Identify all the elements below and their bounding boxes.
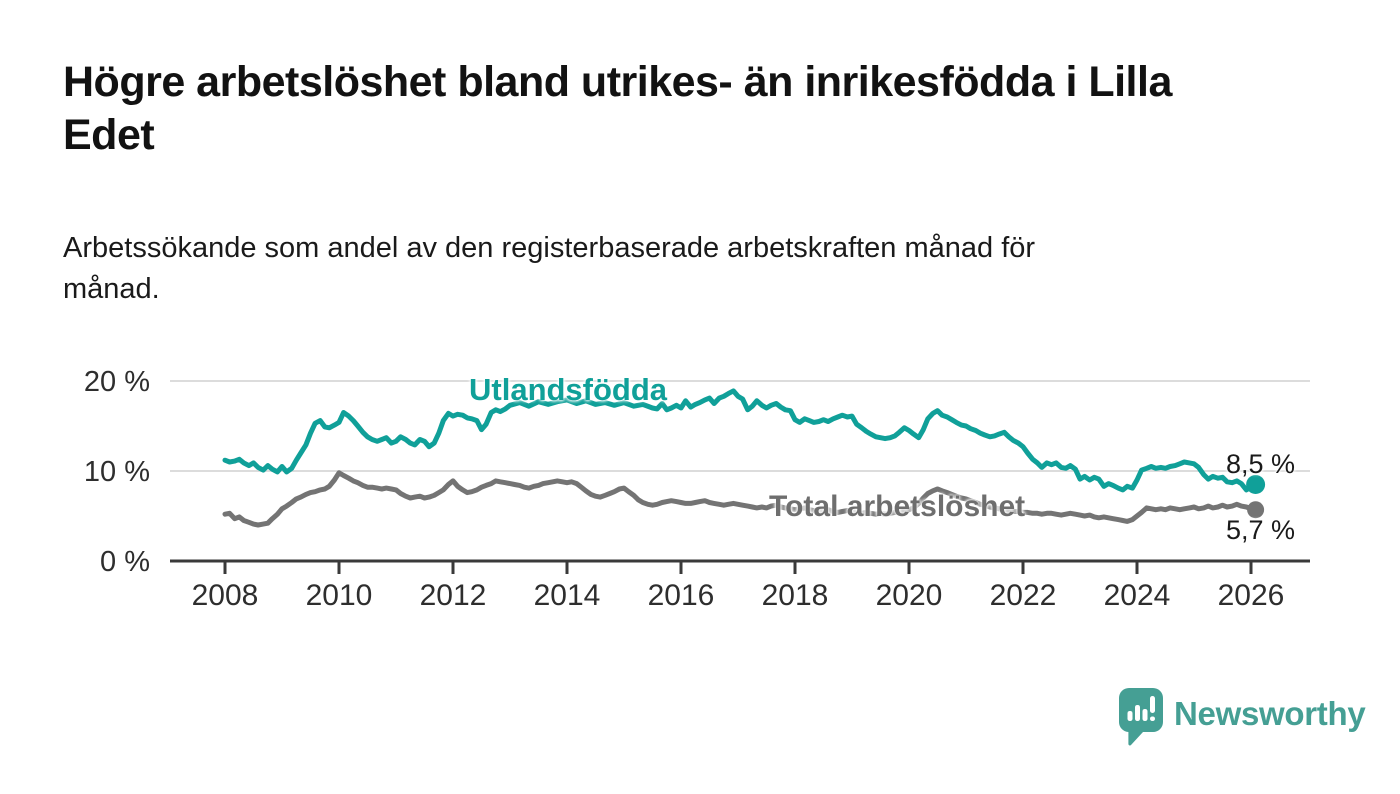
series-end-dot-total-arbetsloshet bbox=[1247, 501, 1265, 519]
x-axis-label-2010: 2010 bbox=[306, 579, 373, 612]
series-line-total-arbetsloshet bbox=[222, 470, 1259, 528]
x-axis-label-2026: 2026 bbox=[1218, 579, 1285, 612]
chart-subtitle-line-2: månad. bbox=[63, 273, 160, 305]
y-axis-label-20pct: 20 % bbox=[84, 366, 150, 398]
logo-bar-1 bbox=[1127, 711, 1133, 721]
logo-bubble-shape bbox=[1119, 688, 1163, 746]
newsworthy-logo-icon bbox=[1119, 688, 1163, 746]
end-value-label-utlandsfodda: 8,5 % bbox=[1226, 449, 1296, 479]
x-axis-label-2018: 2018 bbox=[762, 579, 829, 612]
newsworthy-logo: Newsworthy bbox=[1117, 686, 1366, 746]
chart-subtitle-line-1: Arbetssökande som andel av den registerb… bbox=[63, 232, 1036, 264]
x-axis-label-2014: 2014 bbox=[534, 579, 601, 612]
y-axis-label-0pct: 0 % bbox=[100, 546, 150, 578]
end-value-label-total-arbetsloshet: 5,7 % bbox=[1226, 515, 1296, 545]
x-axis-label-2022: 2022 bbox=[990, 579, 1057, 612]
series-label-total-arbetsloshet: Total arbetslöshet bbox=[769, 490, 1026, 523]
page-title: Högre arbetslöshet bland utrikes- än inr… bbox=[63, 56, 1172, 162]
x-axis-label-2020: 2020 bbox=[876, 579, 943, 612]
y-axis-label-10pct: 10 % bbox=[84, 456, 150, 488]
x-axis-label-2008: 2008 bbox=[192, 579, 259, 612]
x-axis-label-2016: 2016 bbox=[648, 579, 715, 612]
logo-bar-3 bbox=[1142, 709, 1148, 721]
x-axis-label-2012: 2012 bbox=[420, 579, 487, 612]
logo-bar-2 bbox=[1135, 705, 1140, 721]
newsworthy-brand-name: Newsworthy bbox=[1174, 695, 1366, 732]
series-line-utlandsfodda bbox=[222, 388, 1259, 493]
series-label-utlandsfodda: Utlandsfödda bbox=[469, 372, 668, 407]
page-title-line-1: Högre arbetslöshet bland utrikes- än inr… bbox=[63, 58, 1172, 106]
page-title-line-2: Edet bbox=[63, 111, 155, 159]
logo-exclamation-dot bbox=[1150, 716, 1155, 721]
x-axis-label-2024: 2024 bbox=[1104, 579, 1171, 612]
series-end-dot-utlandsfodda bbox=[1246, 475, 1266, 494]
logo-exclamation-bar bbox=[1150, 696, 1155, 713]
chart-subtitle: Arbetssökande som andel av den registerb… bbox=[63, 228, 1035, 310]
